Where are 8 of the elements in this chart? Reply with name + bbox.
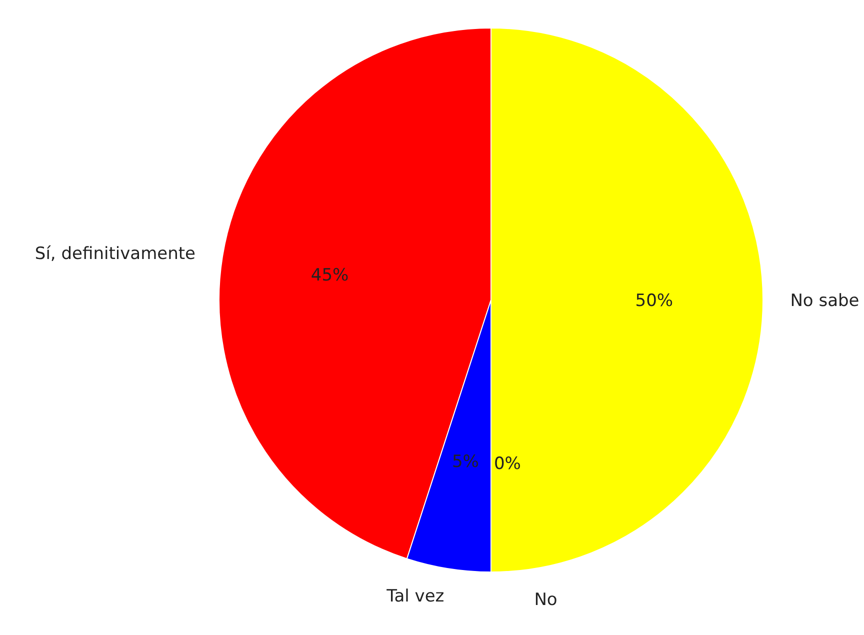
data-label: 50% bbox=[635, 290, 674, 311]
slice-label: No sabe bbox=[790, 290, 860, 311]
slice-label: Tal vez bbox=[386, 586, 444, 606]
text: 0% bbox=[494, 454, 521, 474]
slice-label: Sí, definitivamente bbox=[34, 244, 196, 264]
data-label: 45% bbox=[310, 265, 349, 286]
category-label: No bbox=[534, 590, 558, 610]
data-label: 5% bbox=[452, 452, 479, 472]
